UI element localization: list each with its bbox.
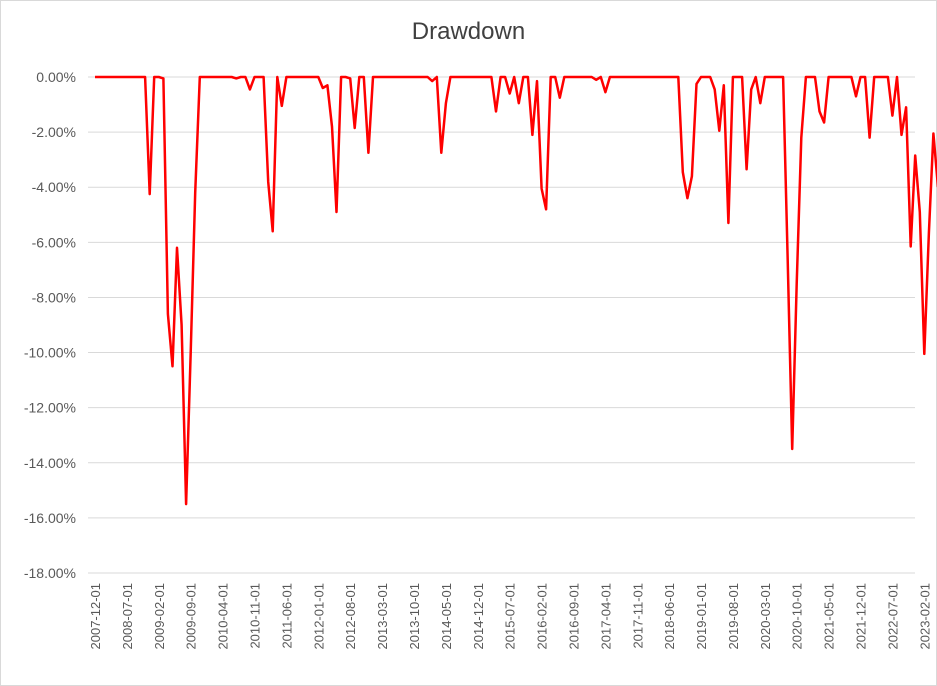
x-tick-label: 2016-09-01 (566, 583, 581, 650)
x-tick-label: 2021-05-01 (822, 583, 837, 650)
x-tick-label: 2012-08-01 (343, 583, 358, 650)
y-tick-label: -12.00% (24, 400, 76, 416)
x-tick-label: 2014-05-01 (439, 583, 454, 650)
y-tick-label: -10.00% (24, 345, 76, 361)
x-tick-label: 2009-02-01 (152, 583, 167, 650)
x-tick-label: 2012-01-01 (311, 583, 326, 650)
x-tick-label: 2018-06-01 (662, 583, 677, 650)
x-tick-label: 2023-02-01 (917, 583, 932, 650)
y-tick-label: -4.00% (32, 179, 76, 195)
x-tick-label: 2011-06-01 (279, 583, 294, 649)
y-tick-label: -2.00% (32, 124, 76, 140)
x-tick-label: 2019-08-01 (726, 583, 741, 650)
x-tick-label: 2020-03-01 (758, 583, 773, 650)
x-tick-label: 2017-04-01 (598, 583, 613, 650)
x-tick-label: 2013-03-01 (375, 583, 390, 650)
y-tick-label: -6.00% (32, 234, 76, 250)
x-tick-label: 2021-12-01 (854, 583, 869, 650)
y-tick-label: -8.00% (32, 289, 76, 305)
x-tick-label: 2014-12-01 (471, 583, 486, 650)
y-tick-label: 0.00% (36, 69, 76, 85)
x-tick-label: 2008-07-01 (120, 583, 135, 650)
x-tick-label: 2022-07-01 (885, 583, 900, 650)
x-tick-label: 2015-07-01 (503, 583, 518, 650)
x-tick-label: 2013-10-01 (407, 583, 422, 650)
y-tick-label: -18.00% (24, 565, 76, 581)
x-tick-label: 2017-11-01 (630, 583, 645, 649)
y-tick-label: -14.00% (24, 455, 76, 471)
x-tick-label: 2020-10-01 (790, 583, 805, 650)
x-tick-label: 2010-04-01 (216, 583, 231, 650)
x-tick-label: 2016-02-01 (535, 583, 550, 650)
x-tick-label: 2007-12-01 (88, 583, 103, 650)
x-tick-label: 2019-01-01 (694, 583, 709, 650)
x-tick-label: 2010-11-01 (247, 583, 262, 649)
series-line (95, 75, 937, 506)
x-tick-label: 2009-09-01 (184, 583, 199, 650)
y-tick-label: -16.00% (24, 510, 76, 526)
chart-title: Drawdown (411, 18, 526, 45)
